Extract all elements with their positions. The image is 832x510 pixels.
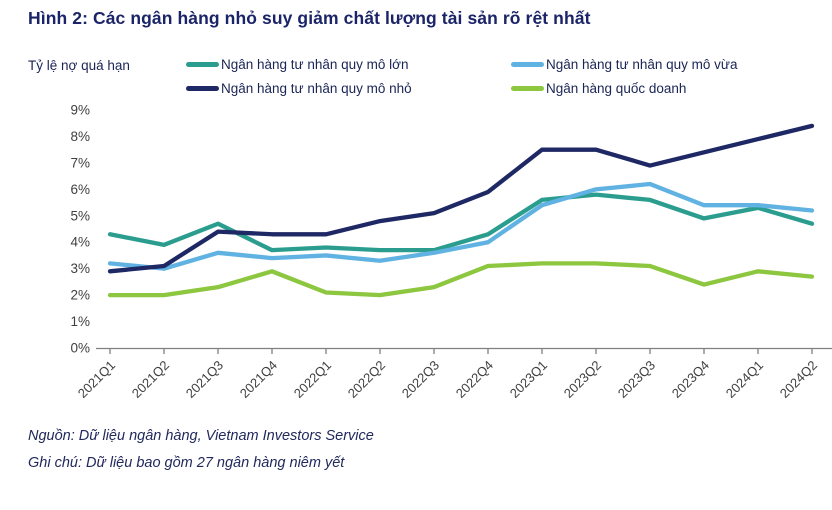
svg-text:8%: 8% (70, 129, 90, 144)
figure-title: Hình 2: Các ngân hàng nhỏ suy giảm chất … (28, 8, 591, 28)
svg-text:2021Q3: 2021Q3 (183, 358, 226, 401)
svg-text:3%: 3% (70, 261, 90, 276)
legend-swatch-large-private (186, 62, 219, 67)
svg-text:2023Q3: 2023Q3 (615, 358, 658, 401)
data-note: Ghi chú: Dữ liệu bao gồm 27 ngân hàng ni… (28, 455, 345, 471)
svg-text:2024Q2: 2024Q2 (777, 358, 820, 401)
svg-text:5%: 5% (70, 208, 90, 223)
svg-text:2023Q2: 2023Q2 (561, 358, 604, 401)
legend-swatch-medium-private (511, 62, 544, 67)
svg-text:9%: 9% (70, 103, 90, 118)
legend-swatch-state-owned (511, 86, 544, 91)
svg-text:2021Q2: 2021Q2 (129, 358, 172, 401)
source-note: Nguồn: Dữ liệu ngân hàng, Vietnam Invest… (28, 428, 374, 444)
svg-text:2022Q3: 2022Q3 (399, 358, 442, 401)
legend-swatch-small-private (186, 86, 219, 91)
legend-item-state-owned: Ngân hàng quốc doanh (511, 81, 737, 96)
svg-text:4%: 4% (70, 235, 90, 250)
legend-label-medium-private: Ngân hàng tư nhân quy mô vừa (546, 57, 738, 72)
legend-label-small-private: Ngân hàng tư nhân quy mô nhỏ (221, 81, 412, 96)
svg-text:2023Q4: 2023Q4 (669, 358, 712, 401)
legend-item-medium-private: Ngân hàng tư nhân quy mô vừa (511, 57, 737, 72)
legend-row: Tỷ lệ nợ quá hạn Ngân hàng tư nhân quy m… (28, 57, 832, 96)
svg-text:2021Q4: 2021Q4 (237, 358, 280, 401)
svg-text:7%: 7% (70, 155, 90, 170)
legend-item-large-private: Ngân hàng tư nhân quy mô lớn (186, 57, 511, 72)
legend-label-large-private: Ngân hàng tư nhân quy mô lớn (221, 57, 409, 72)
chart-legend: Ngân hàng tư nhân quy mô lớn Ngân hàng t… (186, 57, 737, 96)
svg-text:2024Q1: 2024Q1 (723, 358, 766, 401)
svg-text:2023Q1: 2023Q1 (507, 358, 550, 401)
legend-item-small-private: Ngân hàng tư nhân quy mô nhỏ (186, 81, 511, 96)
svg-text:1%: 1% (70, 314, 90, 329)
figure-footer: Nguồn: Dữ liệu ngân hàng, Vietnam Invest… (28, 423, 832, 477)
svg-text:2022Q2: 2022Q2 (345, 358, 388, 401)
svg-text:2021Q1: 2021Q1 (75, 358, 118, 401)
line-chart: 0% 1% 2% 3% 4% 5% 6% 7% 8% 9% 2021Q1 2021Q2 2021Q3 20… (44, 98, 832, 411)
svg-text:2%: 2% (70, 288, 90, 303)
svg-text:0%: 0% (70, 341, 90, 356)
line-chart-svg: 0% 1% 2% 3% 4% 5% 6% 7% 8% 9% 2021Q1 2021Q2 2021Q3 20… (70, 103, 832, 401)
svg-text:6%: 6% (70, 182, 90, 197)
svg-text:2022Q4: 2022Q4 (453, 358, 496, 401)
svg-text:2022Q1: 2022Q1 (291, 358, 334, 401)
y-axis-title: Tỷ lệ nợ quá hạn (28, 58, 130, 73)
legend-label-state-owned: Ngân hàng quốc doanh (546, 81, 687, 96)
